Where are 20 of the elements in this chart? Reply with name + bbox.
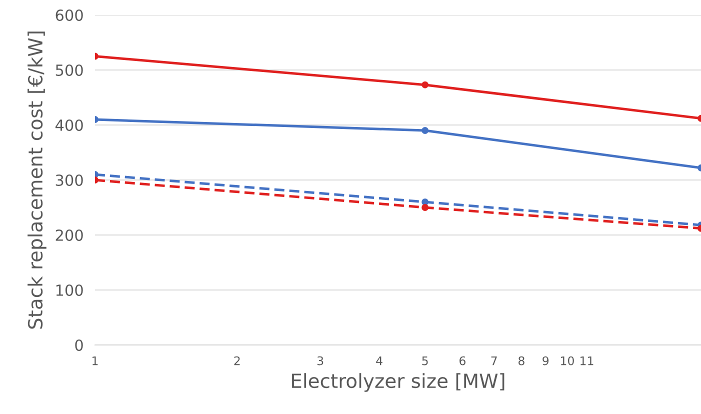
y-tick-label: 600	[56, 9, 83, 22]
x-tick-label: 5	[422, 356, 428, 366]
x-tick-label: 8	[518, 356, 524, 366]
x-tick-label: 7	[491, 356, 497, 366]
y-tick-label: 100	[56, 284, 83, 296]
x-tick-label: 11	[580, 356, 594, 366]
x-tick-label: 10	[561, 356, 574, 366]
y-tick-label: 400	[55, 119, 83, 132]
y-tick-label: 0	[75, 339, 83, 352]
x-axis-title: Electrolyzer size [MW]	[292, 373, 504, 392]
x-tick-label: 4	[376, 356, 382, 366]
x-tick-label: 2	[234, 356, 240, 366]
y-tick-label: 200	[56, 229, 83, 242]
y-tick-label: 300	[56, 174, 83, 186]
y-tick-label: 500	[56, 64, 83, 76]
x-tick-label: 3	[317, 356, 324, 366]
x-tick-label: 9	[542, 356, 549, 366]
x-tick-label: 1	[92, 356, 98, 366]
y-axis-title: Stack replacement cost [€/kW]	[28, 32, 46, 329]
x-tick-label: 6	[460, 356, 466, 366]
